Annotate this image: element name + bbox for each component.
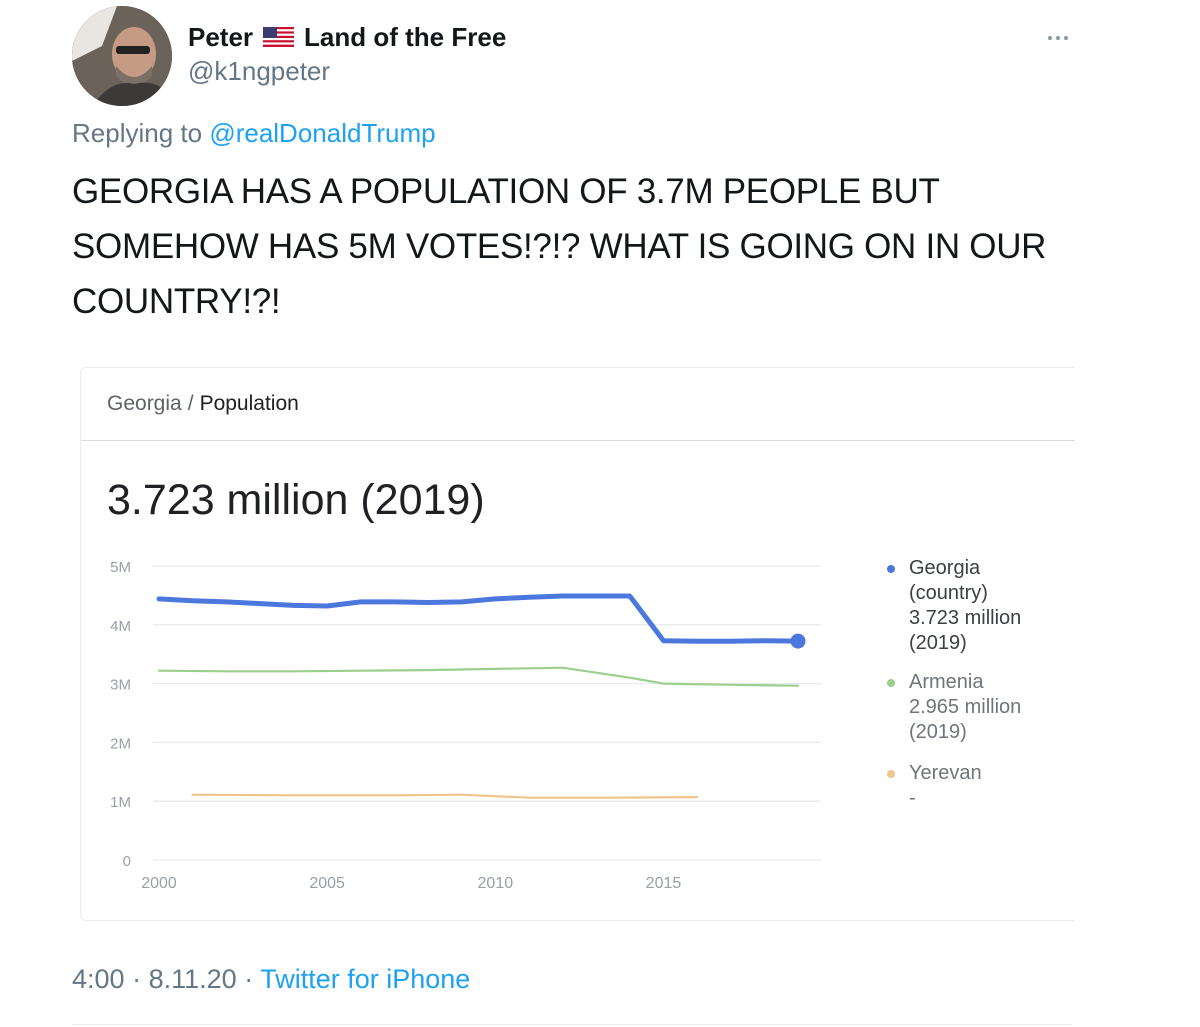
y-tick-label: 5M xyxy=(110,559,131,576)
legend-line: 3.723 million xyxy=(909,607,1022,629)
legend-line: - xyxy=(909,787,916,809)
more-dot xyxy=(1056,36,1060,40)
bottom-divider xyxy=(72,1024,1072,1025)
series-endpoint-georgia xyxy=(790,633,806,649)
reply-context: Replying to @realDonaldTrump xyxy=(72,118,436,149)
legend-line: Yerevan xyxy=(909,762,982,784)
legend-line: Armenia xyxy=(909,671,984,693)
breadcrumb-separator: / xyxy=(187,392,194,415)
legend-dot-armenia xyxy=(887,679,895,687)
legend-line: (2019) xyxy=(909,632,967,654)
series-line-georgia xyxy=(156,593,801,644)
y-tick-label: 1M xyxy=(110,794,131,811)
legend-dot-yerevan xyxy=(887,770,895,778)
x-tick-label: 2005 xyxy=(309,875,345,892)
series-line-armenia xyxy=(157,666,800,687)
legend-line: (country) xyxy=(909,582,988,604)
more-dot xyxy=(1048,36,1052,40)
legend-line: Georgia xyxy=(909,557,981,579)
tweet-time[interactable]: 4:00 xyxy=(72,964,125,994)
tweet-footer: 4:00 · 8.11.20 · Twitter for iPhone xyxy=(72,964,470,995)
display-name-suffix[interactable]: Land of the Free xyxy=(304,21,507,52)
more-options-icon[interactable] xyxy=(1044,28,1072,48)
legend-dot-georgia xyxy=(887,565,895,573)
y-tick-label: 4M xyxy=(110,618,131,635)
population-card[interactable]: Georgia / Population 3.723 million (2019) … xyxy=(80,367,1075,921)
x-tick-label: 2015 xyxy=(646,875,682,892)
card-divider xyxy=(81,440,1075,441)
breadcrumb-topic: Population xyxy=(199,392,299,415)
tweet-date[interactable]: 8.11.20 xyxy=(148,964,237,994)
profile-avatar[interactable] xyxy=(72,6,172,106)
breadcrumb: Georgia / Population xyxy=(107,392,299,416)
reply-prefix: Replying to xyxy=(72,118,203,148)
avatar-photo xyxy=(72,6,172,106)
footer-separator: · xyxy=(132,964,142,994)
us-flag-icon xyxy=(263,27,295,47)
display-name[interactable]: Peter xyxy=(188,21,254,52)
breadcrumb-place: Georgia xyxy=(107,392,182,415)
y-tick-label: 0 xyxy=(123,853,131,870)
more-dot xyxy=(1064,36,1068,40)
x-tick-label: 2010 xyxy=(478,875,514,892)
population-headline: 3.723 million (2019) xyxy=(107,476,485,524)
y-tick-label: 2M xyxy=(110,735,131,752)
series-line-yerevan xyxy=(191,793,699,799)
legend-line: 2.965 million xyxy=(909,696,1022,718)
population-chart: 0 1M 2M 3M 4M 5M 2000 2005 2010 2015 xyxy=(110,559,821,892)
footer-separator: · xyxy=(244,964,254,994)
reply-mention-link[interactable]: @realDonaldTrump xyxy=(209,118,436,148)
user-handle[interactable]: @k1ngpeter xyxy=(188,56,331,86)
display-name-row[interactable]: Peter Land of the Free xyxy=(188,20,506,54)
legend-line: (2019) xyxy=(909,721,967,743)
tweet-text: GEORGIA HAS A POPULATION OF 3.7M PEOPLE … xyxy=(72,172,1047,321)
x-tick-label: 2000 xyxy=(141,875,177,892)
tweet-source-link[interactable]: Twitter for iPhone xyxy=(260,964,471,994)
y-tick-label: 3M xyxy=(110,677,131,694)
